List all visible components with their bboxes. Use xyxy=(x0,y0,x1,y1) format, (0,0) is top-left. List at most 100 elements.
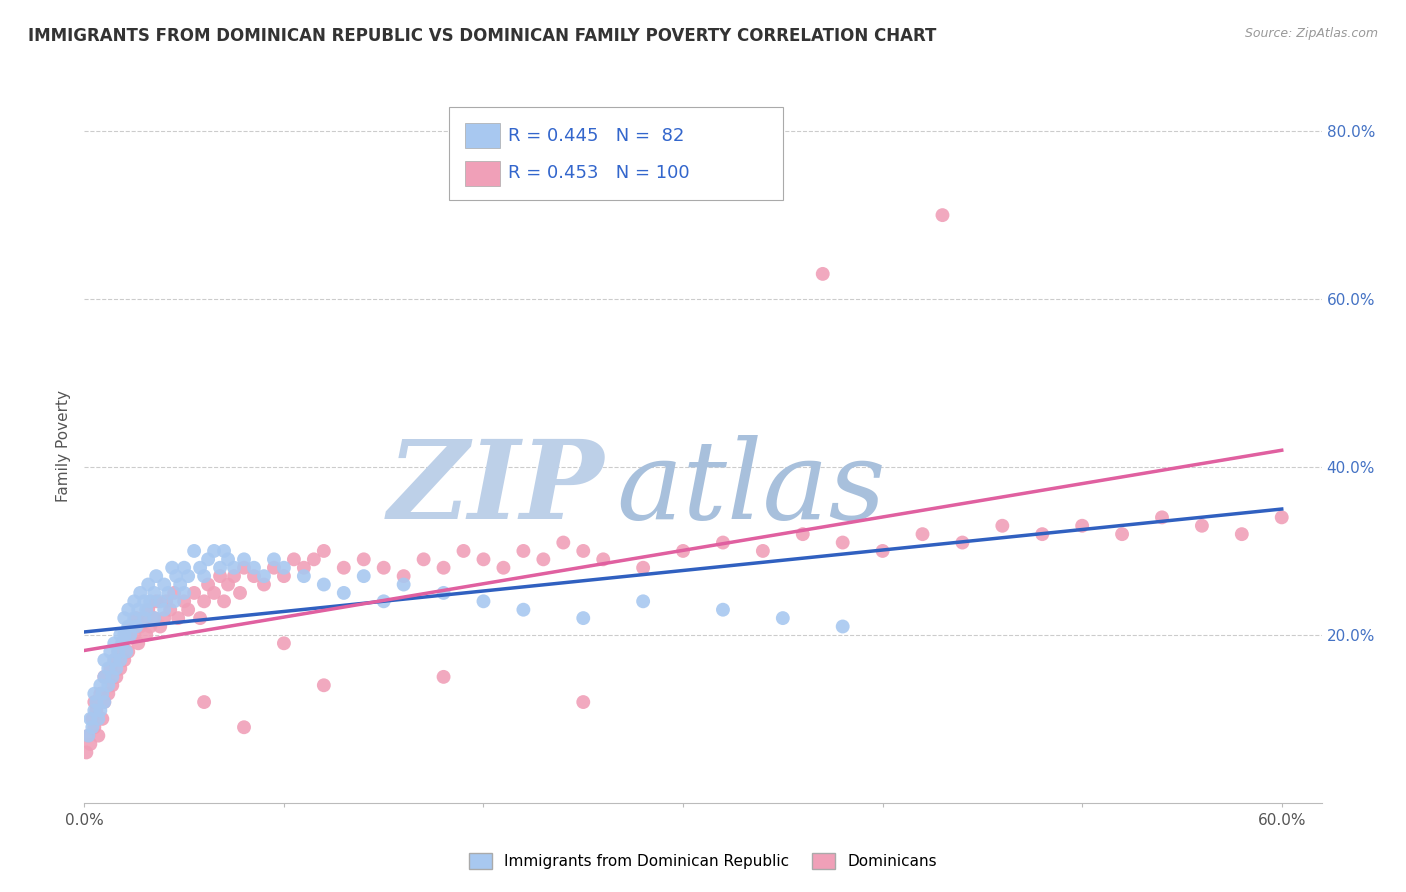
Point xyxy=(122,628,145,642)
Point xyxy=(143,611,166,625)
Point xyxy=(136,603,159,617)
Point xyxy=(353,569,375,583)
Point xyxy=(263,552,285,566)
Point xyxy=(531,552,554,566)
Point xyxy=(105,661,128,675)
Point xyxy=(872,544,894,558)
Point xyxy=(153,611,176,625)
Point xyxy=(115,628,138,642)
Point xyxy=(193,695,215,709)
Point xyxy=(139,619,162,633)
Point xyxy=(163,586,186,600)
Point xyxy=(202,544,225,558)
Point xyxy=(127,603,149,617)
Point xyxy=(173,560,195,574)
Point xyxy=(165,569,187,583)
Point xyxy=(129,619,152,633)
Point xyxy=(77,729,100,743)
Point xyxy=(110,653,132,667)
Point xyxy=(1071,518,1094,533)
Point xyxy=(392,569,415,583)
Point xyxy=(91,687,114,701)
Point xyxy=(711,535,734,549)
Y-axis label: Family Poverty: Family Poverty xyxy=(56,390,72,502)
Point xyxy=(153,577,176,591)
Text: ZIP: ZIP xyxy=(388,435,605,542)
Point xyxy=(177,569,200,583)
Point xyxy=(79,712,101,726)
Point xyxy=(831,619,853,633)
Point xyxy=(89,703,111,717)
Point xyxy=(183,544,205,558)
Point xyxy=(98,661,121,675)
Point xyxy=(159,603,181,617)
Point xyxy=(112,653,135,667)
Point xyxy=(772,611,794,625)
Point xyxy=(273,560,295,574)
Point xyxy=(512,544,534,558)
Point xyxy=(792,527,814,541)
Point xyxy=(512,603,534,617)
Point xyxy=(292,560,315,574)
Point xyxy=(353,552,375,566)
Point xyxy=(212,594,235,608)
Point xyxy=(253,569,276,583)
Point xyxy=(373,560,395,574)
Point xyxy=(811,267,834,281)
Point xyxy=(98,645,121,659)
Point xyxy=(87,712,110,726)
Text: IMMIGRANTS FROM DOMINICAN REPUBLIC VS DOMINICAN FAMILY POVERTY CORRELATION CHART: IMMIGRANTS FROM DOMINICAN REPUBLIC VS DO… xyxy=(28,27,936,45)
Point xyxy=(103,653,125,667)
Point xyxy=(177,603,200,617)
Point xyxy=(572,611,595,625)
Point xyxy=(711,603,734,617)
Point xyxy=(122,594,145,608)
Point xyxy=(453,544,475,558)
Point xyxy=(82,720,104,734)
Point xyxy=(83,687,105,701)
Point xyxy=(212,544,235,558)
Point xyxy=(572,544,595,558)
Point xyxy=(553,535,575,549)
Point xyxy=(111,636,134,650)
Point xyxy=(173,586,195,600)
Text: R = 0.445   N =  82: R = 0.445 N = 82 xyxy=(508,127,683,145)
Point xyxy=(169,577,191,591)
Point xyxy=(129,586,152,600)
Point xyxy=(752,544,775,558)
Point xyxy=(253,577,276,591)
Point xyxy=(312,544,335,558)
Point xyxy=(292,569,315,583)
Text: Source: ZipAtlas.com: Source: ZipAtlas.com xyxy=(1244,27,1378,40)
Point xyxy=(134,611,156,625)
Point xyxy=(233,560,256,574)
Point xyxy=(83,720,105,734)
Point xyxy=(952,535,974,549)
Legend: Immigrants from Dominican Republic, Dominicans: Immigrants from Dominican Republic, Domi… xyxy=(463,847,943,875)
Point xyxy=(193,594,215,608)
Point xyxy=(125,611,148,625)
Point xyxy=(197,552,219,566)
Point xyxy=(1031,527,1053,541)
Point xyxy=(1191,518,1213,533)
Point xyxy=(1111,527,1133,541)
Point xyxy=(110,661,132,675)
Point xyxy=(89,678,111,692)
Point xyxy=(105,670,128,684)
Point xyxy=(101,670,124,684)
Point xyxy=(312,678,335,692)
Point xyxy=(229,586,252,600)
Point xyxy=(136,577,159,591)
Point xyxy=(77,729,100,743)
Point xyxy=(1271,510,1294,524)
Point xyxy=(79,737,101,751)
Point xyxy=(120,619,142,633)
Point xyxy=(193,569,215,583)
Point xyxy=(93,670,115,684)
Point xyxy=(153,603,176,617)
Point xyxy=(931,208,953,222)
Point xyxy=(312,577,335,591)
Point xyxy=(831,535,853,549)
Point xyxy=(110,628,132,642)
Point xyxy=(263,560,285,574)
